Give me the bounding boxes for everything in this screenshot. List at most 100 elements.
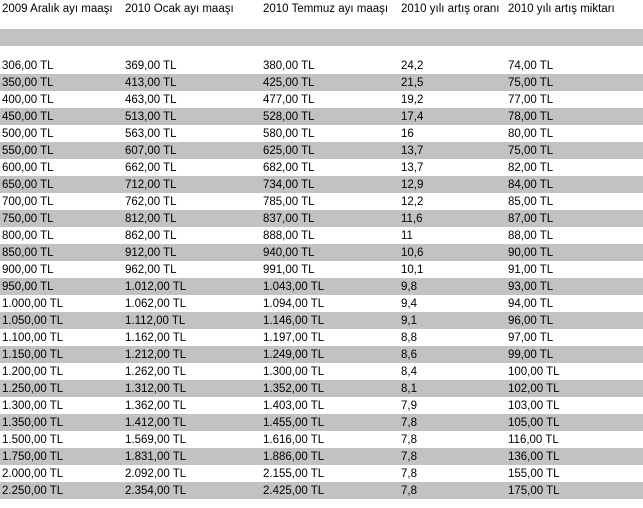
table-row: 500,00 TL 563,00 TL 580,00 TL 16 80,00 TL	[0, 125, 643, 142]
table-cell: 2.250,00 TL	[2, 484, 64, 497]
table-cell: 350,00 TL	[2, 76, 54, 89]
table-cell: 1.312,00 TL	[125, 382, 187, 395]
table-cell: 862,00 TL	[125, 229, 177, 242]
table-cell: 1.262,00 TL	[125, 365, 187, 378]
table-row: 1.100,00 TL 1.162,00 TL 1.197,00 TL 8,8 97,0…	[0, 329, 643, 346]
table-cell: 91,00 TL	[508, 263, 554, 276]
table-row: 1.500,00 TL 1.569,00 TL 1.616,00 TL 7,8 116,…	[0, 431, 643, 448]
table-cell: 1.500,00 TL	[2, 433, 64, 446]
table-row: 750,00 TL 812,00 TL 837,00 TL 11,6 87,00 TL	[0, 210, 643, 227]
table-row: 600,00 TL 662,00 TL 682,00 TL 13,7 82,00 TL	[0, 159, 643, 176]
table-cell: 7,8	[401, 484, 417, 497]
table-row: 550,00 TL 607,00 TL 625,00 TL 13,7 75,00 TL	[0, 142, 643, 159]
table-cell: 1.200,00 TL	[2, 365, 64, 378]
table-cell: 88,00 TL	[508, 229, 554, 242]
table-cell: 712,00 TL	[125, 178, 177, 191]
table-cell: 425,00 TL	[263, 76, 315, 89]
table-cell: 900,00 TL	[2, 263, 54, 276]
table-cell: 7,8	[401, 433, 417, 446]
table-cell: 82,00 TL	[508, 161, 554, 174]
table-row: 700,00 TL 762,00 TL 785,00 TL 12,2 85,00 TL	[0, 193, 643, 210]
table-row: 800,00 TL 862,00 TL 888,00 TL 11 88,00 TL	[0, 227, 643, 244]
table-cell: 116,00 TL	[508, 433, 559, 446]
table-cell: 800,00 TL	[2, 229, 54, 242]
table-cell: 306,00 TL	[2, 59, 54, 72]
table-cell: 75,00 TL	[508, 76, 554, 89]
table-row: 1.250,00 TL 1.312,00 TL 1.352,00 TL 8,1 102,…	[0, 380, 643, 397]
table-cell: 734,00 TL	[263, 178, 315, 191]
table-cell: 812,00 TL	[125, 212, 177, 225]
table-cell: 1.300,00 TL	[263, 365, 325, 378]
table-cell: 513,00 TL	[125, 110, 177, 123]
table-cell: 1.362,00 TL	[125, 399, 187, 412]
table-row: 1.350,00 TL 1.412,00 TL 1.455,00 TL 7,8 105,…	[0, 414, 643, 431]
table-cell: 600,00 TL	[2, 161, 54, 174]
spacer-cell	[0, 29, 643, 46]
column-header-2010-january-salary: 2010 Ocak ayı maaşı	[123, 0, 261, 29]
table-cell: 105,00 TL	[508, 416, 560, 429]
table-cell: 1.043,00 TL	[263, 280, 325, 293]
table-cell: 175,00 TL	[508, 484, 560, 497]
table-cell: 94,00 TL	[508, 297, 554, 310]
table-cell: 155,00 TL	[508, 467, 560, 480]
table-row: 2.250,00 TL 2.354,00 TL 2.425,00 TL 7,8 175,…	[0, 482, 643, 499]
table-cell: 625,00 TL	[263, 144, 315, 157]
table-cell: 8,4	[401, 365, 417, 378]
table-cell: 550,00 TL	[2, 144, 54, 157]
table-cell: 21,5	[401, 76, 424, 89]
table-cell: 850,00 TL	[2, 246, 54, 259]
table-row: 1.000,00 TL 1.062,00 TL 1.094,00 TL 9,4 94,0…	[0, 295, 643, 312]
table-cell: 11,6	[401, 212, 423, 225]
table-cell: 99,00 TL	[508, 348, 554, 361]
table-cell: 1.300,00 TL	[2, 399, 64, 412]
table-cell: 580,00 TL	[263, 127, 315, 140]
column-header-2010-july-salary: 2010 Temmuz ayı maaşı	[261, 0, 399, 29]
table-cell: 13,7	[401, 161, 424, 174]
table-cell: 1.352,00 TL	[263, 382, 325, 395]
table-cell: 1.569,00 TL	[125, 433, 187, 446]
table-cell: 11	[401, 229, 413, 242]
table-cell: 16	[401, 127, 414, 140]
table-cell: 100,00 TL	[508, 365, 560, 378]
table-cell: 1.150,00 TL	[2, 348, 64, 361]
column-header-2009-december-salary: 2009 Aralık ayı maaşı	[0, 0, 123, 29]
table-row: 2.000,00 TL 2.092,00 TL 2.155,00 TL 7,8 155,…	[0, 465, 643, 482]
table-cell: 93,00 TL	[508, 280, 554, 293]
table-cell: 84,00 TL	[508, 178, 554, 191]
table-cell: 563,00 TL	[125, 127, 177, 140]
table-cell: 2.155,00 TL	[263, 467, 325, 480]
table-cell: 1.616,00 TL	[263, 433, 325, 446]
table-cell: 750,00 TL	[2, 212, 54, 225]
table-cell: 380,00 TL	[263, 59, 315, 72]
table-cell: 1.050,00 TL	[2, 314, 64, 327]
table-cell: 413,00 TL	[125, 76, 177, 89]
table-cell: 10,1	[401, 263, 424, 276]
table-cell: 837,00 TL	[263, 212, 315, 225]
table-cell: 1.455,00 TL	[263, 416, 325, 429]
table-cell: 7,8	[401, 467, 417, 480]
table-cell: 1.212,00 TL	[125, 348, 187, 361]
table-cell: 700,00 TL	[2, 195, 54, 208]
table-cell: 2.354,00 TL	[125, 484, 187, 497]
table-cell: 1.162,00 TL	[125, 331, 187, 344]
table-cell: 24,2	[401, 59, 424, 72]
table-cell: 1.094,00 TL	[263, 297, 325, 310]
table-cell: 9,8	[401, 280, 417, 293]
table-cell: 1.249,00 TL	[263, 348, 325, 361]
table-row: 850,00 TL 912,00 TL 940,00 TL 10,6 90,00 TL	[0, 244, 643, 261]
table-cell: 7,8	[401, 416, 417, 429]
spacer-cell	[0, 46, 643, 57]
table-cell: 7,9	[401, 399, 417, 412]
table-cell: 950,00 TL	[2, 280, 54, 293]
table-cell: 9,1	[401, 314, 417, 327]
column-header-2010-increase-rate: 2010 yılı artış oranı	[399, 0, 506, 29]
table-cell: 7,8	[401, 450, 417, 463]
table-cell: 500,00 TL	[2, 127, 54, 140]
table-cell: 785,00 TL	[263, 195, 315, 208]
table-cell: 1.000,00 TL	[2, 297, 64, 310]
table-header-row: 2009 Aralık ayı maaşı 2010 Ocak ayı maaş…	[0, 0, 643, 29]
table-cell: 75,00 TL	[508, 144, 554, 157]
table-cell: 8,6	[401, 348, 417, 361]
table-cell: 369,00 TL	[125, 59, 177, 72]
